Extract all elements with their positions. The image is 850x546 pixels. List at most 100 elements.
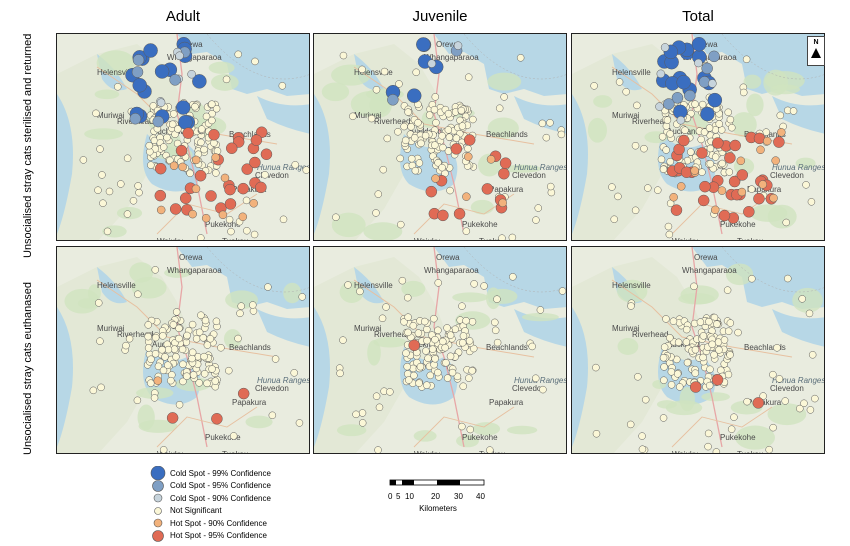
place-label: Tuakau [737,450,763,454]
hotspot-marker [200,145,208,154]
hotspot-marker [656,69,666,79]
hotspot-marker [725,168,734,176]
hotspot-marker [446,352,455,361]
map-panel-juvenile-sterilised: Orewa Whangaparaoa Helensville Muriwai River… [313,33,567,241]
place-label: Orewa [179,40,203,49]
place-label: Riverhead [374,117,410,126]
hotspot-marker [200,370,209,378]
hotspot-marker [712,448,721,453]
hotspot-marker [717,366,725,375]
hotspot-marker [201,213,211,223]
hotspot-marker [771,156,780,165]
hotspot-marker [557,130,566,139]
hotspot-marker [132,78,147,93]
hotspot-marker [194,169,207,182]
hotspot-marker [434,368,442,377]
hotspot-marker [158,346,166,354]
hotspot-marker [188,209,197,219]
scale-tick: 30 [454,492,463,501]
north-arrow: N [807,36,825,66]
hotspot-marker [152,115,164,128]
hotspot-marker [154,189,167,202]
hotspot-marker [159,366,168,375]
hotspot-marker [374,190,383,198]
hotspot-marker [683,358,692,367]
hotspot-marker [724,108,732,117]
hotspot-marker [117,180,125,188]
hotspot-marker [249,199,258,208]
legend-symbol [153,518,163,528]
hotspot-marker [255,181,267,194]
hotspot-marker [759,392,767,400]
hotspot-marker [480,282,488,290]
hotspot-marker [409,321,418,330]
hotspot-marker [673,143,685,156]
hotspot-marker [660,343,669,351]
hotspot-marker [499,157,512,169]
hotspot-marker [450,143,463,155]
place-label: Clevedon [512,384,546,393]
hotspot-marker [468,367,476,375]
hotspot-marker [498,234,506,240]
hotspot-marker [271,355,280,363]
legend-item: Hot Spot - 90% Confidence [150,517,271,530]
place-label: Auckland [409,340,442,349]
hotspot-marker [660,376,668,384]
hotspot-marker [382,303,390,311]
hotspot-marker [699,180,711,193]
hotspot-marker [631,141,640,150]
hotspot-marker [442,359,450,367]
legend-symbol [153,493,163,503]
hotspot-marker [641,395,650,404]
place-label: Pukekohe [720,433,756,442]
hotspot-marker [592,430,601,438]
hotspot-marker [698,76,711,88]
hotspot-marker [469,344,478,353]
hotspot-marker [261,171,269,179]
hotspot-marker [251,57,259,66]
hotspot-marker [457,106,466,115]
hotspot-marker [538,119,547,128]
hotspot-marker [508,233,517,240]
hotspot-marker [528,342,536,351]
hotspot-marker [225,142,238,154]
hotspot-marker [212,317,221,326]
hotspot-marker [498,198,507,208]
hotspot-marker [434,159,442,167]
hotspot-marker [789,107,798,115]
hotspot-marker [670,204,683,216]
hotspot-marker [509,273,517,281]
place-label: Auckland [667,340,700,349]
hotspot-marker [191,155,201,165]
hotspot-marker [375,403,384,412]
hotspot-marker [182,127,194,139]
hotspot-marker [667,368,676,376]
hotspot-marker [699,332,708,340]
hotspot-marker [224,183,236,196]
map-svg: OrewaWhangaparaoaHelensvilleMuriwaiRiver… [572,34,824,241]
hotspot-marker [147,355,155,364]
hotspot-marker [405,376,413,384]
hotspot-marker [89,386,98,395]
hotspot-marker [493,295,501,303]
hotspot-marker [659,165,668,174]
hotspot-marker [206,334,215,343]
hotspot-marker [144,321,152,329]
hotspot-marker [446,186,454,195]
hotspot-marker [667,381,676,389]
legend-symbol [154,506,162,515]
hotspot-marker [431,174,440,183]
place-label: Tuakau [737,237,763,241]
hotspot-marker [723,286,732,294]
hotspot-marker [782,218,790,227]
hotspot-marker [237,387,250,400]
place-label: Whangaparaoa [167,53,222,62]
hotspot-marker [164,345,173,354]
hotspot-marker [443,324,451,332]
hotspot-marker [469,115,477,124]
hotspot-marker [728,175,741,188]
hotspot-marker [458,122,467,130]
hotspot-marker [465,374,473,382]
hotspot-marker [659,353,668,362]
hotspot-marker [378,314,387,323]
